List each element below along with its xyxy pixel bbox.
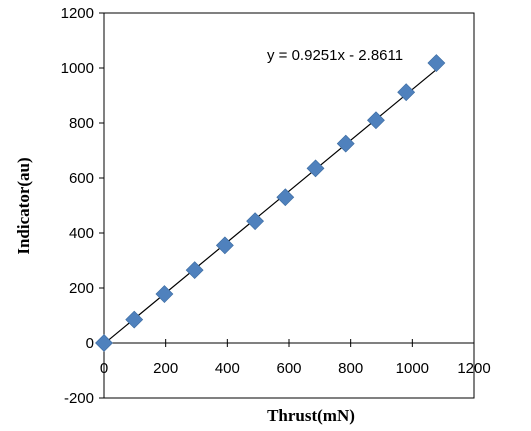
y-tick-label: 400 [69, 225, 94, 242]
trendline [103, 69, 437, 345]
x-tick-label: 400 [215, 360, 240, 377]
data-point [276, 188, 295, 207]
data-point [367, 111, 385, 130]
data-point [397, 83, 416, 102]
y-tick-label: 800 [69, 115, 94, 132]
data-point [95, 334, 113, 352]
trendline-equation: y = 0.9251x - 2.8611 [267, 47, 403, 64]
y-tick-label: 600 [69, 170, 94, 187]
y-tick-label: 0 [86, 335, 94, 352]
data-point [215, 236, 234, 255]
x-tick-label: 1000 [396, 360, 429, 377]
y-axis-ticks: -200 0 200 400 600 800 1000 1200 [61, 5, 104, 407]
x-axis-ticks: 0 200 400 600 800 1000 1200 [100, 339, 491, 377]
y-tick-label: 200 [69, 280, 94, 297]
y-axis-title: Indicator(au) [14, 157, 33, 254]
data-point [125, 310, 144, 329]
data-point [306, 159, 325, 178]
data-point [246, 212, 265, 231]
data-point [185, 261, 204, 280]
y-tick-label: 1000 [61, 60, 94, 77]
data-point [427, 54, 446, 72]
x-tick-label: 200 [153, 360, 178, 377]
x-tick-label: 600 [276, 360, 301, 377]
x-tick-label: 1200 [457, 360, 490, 377]
y-tick-label: -200 [64, 390, 94, 407]
x-tick-label: 0 [100, 360, 108, 377]
x-axis-title: Thrust(mN) [267, 406, 355, 425]
plot-frame [103, 12, 475, 399]
y-tick-label: 1200 [61, 5, 94, 22]
data-point [336, 134, 355, 153]
x-tick-label: 800 [338, 360, 363, 377]
data-points [95, 54, 446, 352]
data-point [155, 285, 174, 303]
